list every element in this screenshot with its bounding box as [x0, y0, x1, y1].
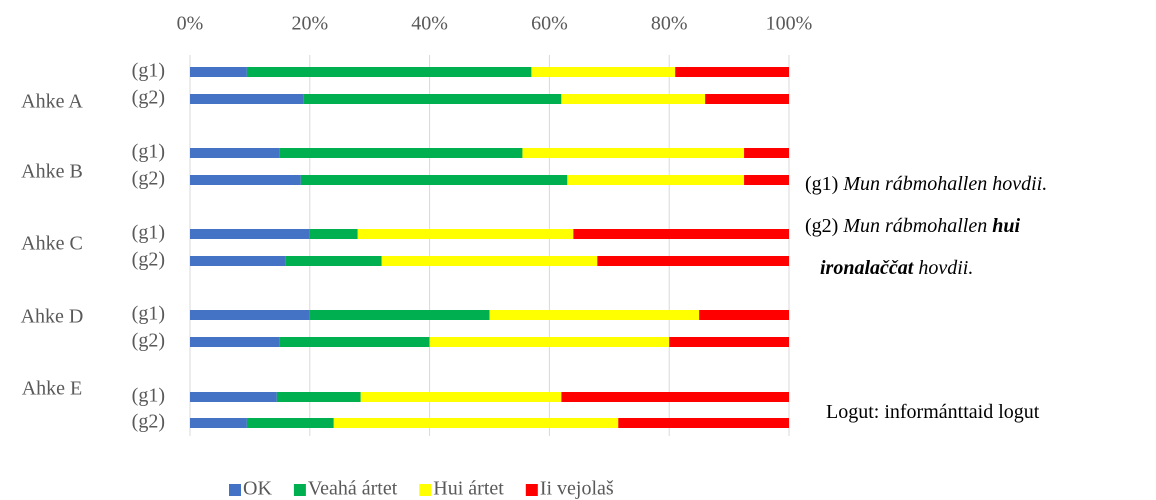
bar-label: (g1) — [132, 141, 165, 163]
bar-segment — [190, 148, 280, 158]
bar-label: (g2) — [132, 411, 165, 433]
bar-segment — [300, 175, 568, 185]
x-tick-label: 60% — [531, 13, 568, 35]
bar-segment — [333, 418, 619, 428]
annotation: ironalaččat hovdii. — [820, 257, 973, 279]
annotation: (g2) Mun rábmohallen hui — [805, 215, 1020, 237]
bar-label: (g2) — [132, 249, 165, 271]
bar-label: (g1) — [132, 303, 165, 325]
annotation-run: (g2) — [805, 215, 838, 237]
annotation: (g1) Mun rábmohallen hovdii. — [805, 173, 1047, 195]
bar-segment — [429, 337, 670, 347]
group-label: Ahke C — [21, 233, 83, 255]
bar-segment — [276, 392, 361, 402]
bar-segment — [190, 67, 247, 77]
annotation-run: Mun rábmohallen hovdii. — [842, 173, 1047, 195]
legend-label: OK — [243, 478, 272, 500]
bar-segment — [561, 94, 706, 104]
bar-segment — [618, 418, 789, 428]
bar-segment — [357, 229, 574, 239]
bar-label: (g1) — [132, 385, 165, 407]
bar-segment — [190, 229, 310, 239]
bar-segment — [489, 310, 700, 320]
bar-segment — [246, 418, 334, 428]
legend-swatch — [293, 484, 306, 496]
bar-label: (g1) — [132, 60, 165, 82]
x-tick-label: 100% — [766, 13, 813, 35]
x-tick-label: 0% — [177, 13, 204, 35]
bar-segment — [190, 310, 310, 320]
bar-segment — [699, 310, 789, 320]
bar-label: (g2) — [132, 87, 165, 109]
legend-label: Ii vejolaš — [540, 478, 614, 500]
bar-segment — [309, 310, 490, 320]
annotation: Logut: informánttaid logut — [826, 401, 1040, 423]
bar-segment — [360, 392, 562, 402]
x-tick-label: 80% — [651, 13, 688, 35]
bar-segment — [303, 94, 562, 104]
legend-label: Veahá ártet — [308, 478, 398, 500]
bar-segment — [705, 94, 789, 104]
x-tick-label: 40% — [411, 13, 448, 35]
group-label: Ahke E — [22, 378, 83, 400]
bar-label: (g2) — [132, 168, 165, 190]
bar-segment — [190, 337, 280, 347]
group-label: Ahke B — [21, 161, 83, 183]
bar-segment — [190, 392, 277, 402]
annotation-run: Logut: informánttaid logut — [826, 401, 1040, 423]
legend-swatch — [525, 484, 538, 496]
bar-segment — [190, 418, 247, 428]
bar-segment — [381, 256, 598, 266]
bar-segment — [190, 256, 286, 266]
annotation-run: ironalaččat — [820, 257, 915, 279]
bar-segment — [561, 392, 789, 402]
bar-segment — [522, 148, 745, 158]
legend-label: Hui ártet — [433, 478, 504, 500]
bar-label: (g1) — [132, 222, 165, 244]
bar-segment — [531, 67, 676, 77]
bar-segment — [669, 337, 789, 347]
legend-swatch — [419, 484, 432, 496]
bar-segment — [285, 256, 382, 266]
bar-segment — [279, 148, 523, 158]
annotation-run: hovdii. — [918, 257, 973, 279]
bar-segment — [190, 175, 301, 185]
bar-segment — [597, 256, 789, 266]
group-label: Ahke D — [21, 306, 84, 328]
bar-segment — [246, 67, 532, 77]
bar-segment — [573, 229, 789, 239]
bar-segment — [309, 229, 358, 239]
annotation-run: hui — [992, 215, 1020, 237]
bar-segment — [744, 175, 789, 185]
bar-segment — [279, 337, 430, 347]
group-label: Ahke A — [21, 91, 83, 113]
bar-segment — [675, 67, 789, 77]
legend-swatch — [229, 484, 241, 496]
bar-segment — [744, 148, 789, 158]
annotation-run: Mun rábmohallen — [842, 215, 987, 237]
bar-label: (g2) — [132, 330, 165, 352]
bar-segment — [567, 175, 745, 185]
x-tick-label: 20% — [291, 13, 328, 35]
annotation-run: (g1) — [805, 173, 838, 195]
bar-segment — [190, 94, 304, 104]
